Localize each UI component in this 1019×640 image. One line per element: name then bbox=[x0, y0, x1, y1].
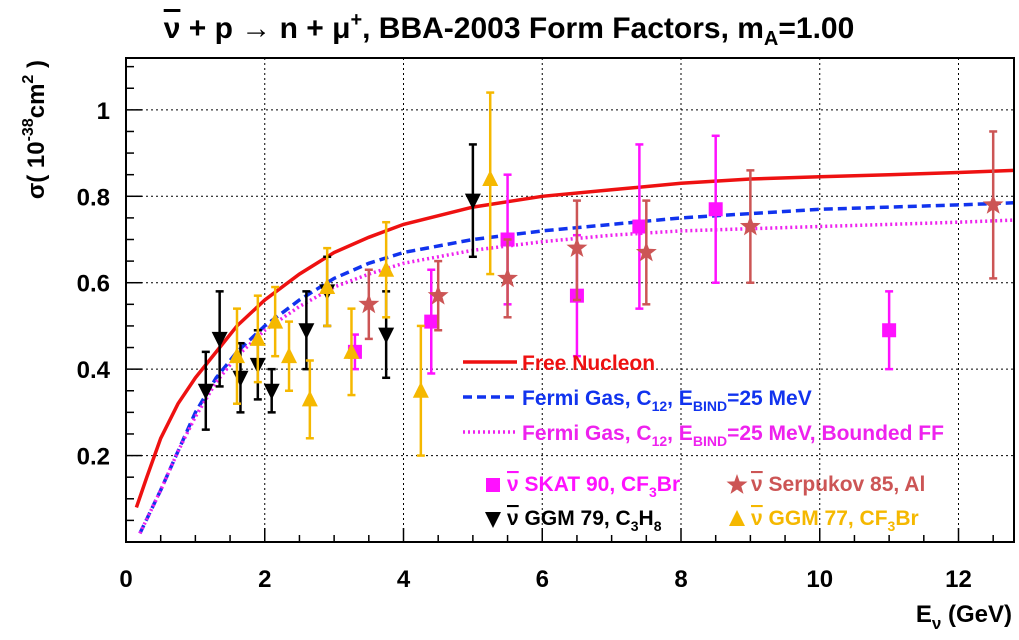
data-point bbox=[464, 193, 481, 210]
legend-label: Free Nucleon bbox=[522, 352, 655, 375]
data-point bbox=[427, 284, 449, 305]
legend-label: ν GGM 77, CF3Br bbox=[751, 507, 919, 534]
legend-marker bbox=[485, 512, 501, 528]
measurement-points bbox=[197, 91, 1004, 457]
data-point bbox=[263, 383, 280, 400]
x-tick-label: 0 bbox=[119, 566, 132, 593]
data-point bbox=[632, 219, 647, 234]
y-tick-label: 0.2 bbox=[77, 444, 110, 471]
curve-solid bbox=[134, 168, 1015, 508]
y-axis-label-text: σ( 10-38cm2 ) bbox=[20, 60, 50, 199]
data-point bbox=[358, 293, 380, 314]
data-point bbox=[211, 331, 228, 348]
y-tick-label: 1 bbox=[97, 98, 110, 125]
plot-frame bbox=[125, 57, 1015, 543]
legend-label: ν GGM 79, C3H8 bbox=[507, 507, 662, 534]
y-tick-label: 0.4 bbox=[77, 357, 111, 384]
data-point bbox=[566, 237, 588, 257]
data-point bbox=[482, 170, 499, 186]
legend-marker bbox=[486, 478, 500, 492]
data-point bbox=[635, 241, 657, 262]
x-axis-label: Eν (GeV) bbox=[916, 601, 1012, 633]
legend-marker bbox=[726, 474, 748, 494]
data-point bbox=[249, 329, 266, 346]
y-tick-label: 0.8 bbox=[77, 184, 110, 211]
data-point bbox=[882, 323, 897, 338]
data-point bbox=[343, 342, 360, 359]
data-point bbox=[497, 267, 518, 288]
legend-label: ν Serpukov 85, Al bbox=[751, 473, 925, 496]
grid bbox=[126, 58, 1014, 542]
data-point bbox=[319, 278, 336, 295]
data-point bbox=[229, 347, 245, 364]
x-axis-label-text: Eν (GeV) bbox=[916, 601, 1012, 633]
data-point bbox=[298, 323, 315, 340]
data-point bbox=[232, 370, 249, 387]
curve-dotted bbox=[138, 218, 1015, 535]
data-point bbox=[412, 381, 429, 398]
dataset-square bbox=[347, 134, 897, 375]
theory-curves bbox=[134, 168, 1015, 535]
data-point bbox=[301, 390, 318, 407]
legend-label: ν SKAT 90, CF3Br bbox=[507, 473, 680, 500]
legend-marker bbox=[729, 510, 745, 526]
legend: Free Nucleon Fermi Gas, C12, EBIND=25 MeV… bbox=[463, 352, 944, 534]
data-point bbox=[281, 347, 298, 364]
legend-label: Fermi Gas, C12, EBIND=25 MeV, Bounded FF bbox=[522, 422, 944, 449]
x-tick-label: 2 bbox=[258, 566, 271, 593]
data-point bbox=[982, 193, 1004, 214]
dataset-triangle-up bbox=[229, 91, 499, 457]
data-point bbox=[424, 314, 439, 329]
x-tick-label: 6 bbox=[536, 566, 549, 593]
y-axis-label: σ( 10-38cm2 ) bbox=[20, 60, 50, 199]
x-tick-label: 10 bbox=[806, 566, 833, 593]
title-text: ν + p → n + μ+, BBA-2003 Form Factors, m… bbox=[164, 9, 855, 50]
data-point bbox=[197, 383, 214, 400]
y-tick-label: 0.6 bbox=[77, 271, 110, 298]
axis-ticks: 0 2 4 6 8 10 12 0.2 0.4 0.6 0.8 1 bbox=[77, 65, 994, 593]
dataset-star bbox=[358, 130, 1004, 341]
data-point bbox=[739, 215, 761, 236]
x-tick-label: 8 bbox=[674, 566, 687, 593]
data-point bbox=[378, 327, 395, 344]
chart-title: ν + p → n + μ+, BBA-2003 Form Factors, m… bbox=[164, 9, 855, 50]
data-point bbox=[378, 260, 395, 277]
legend-label: Fermi Gas, C12, EBIND=25 MeV bbox=[522, 387, 812, 414]
data-point bbox=[708, 202, 723, 217]
data-point bbox=[267, 312, 284, 329]
x-tick-label: 12 bbox=[945, 566, 972, 593]
curve-dashed bbox=[138, 201, 1015, 535]
x-tick-label: 4 bbox=[397, 566, 411, 593]
